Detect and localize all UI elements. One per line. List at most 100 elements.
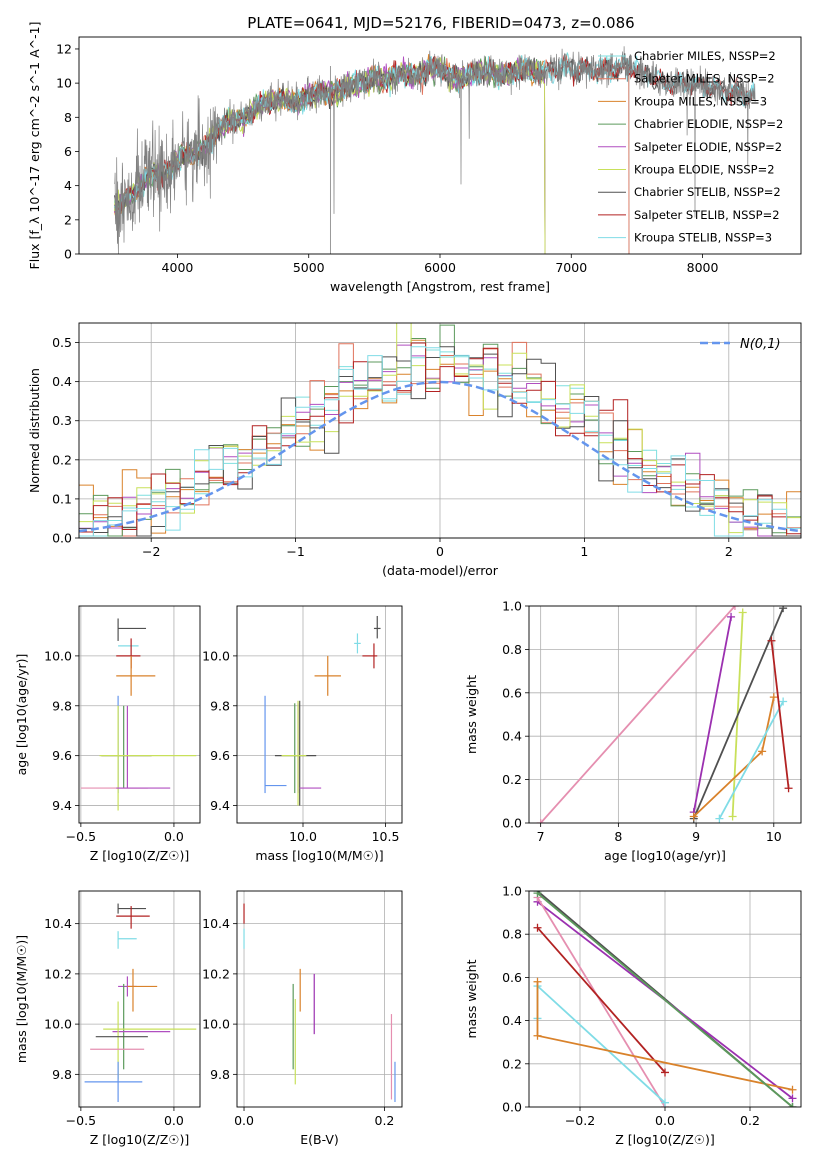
mass-vs-ebv-yticklabel-1: 10.0 [202, 1017, 230, 1032]
age-vs-mass-grid [237, 606, 402, 823]
residual-hist-yticklabel-5: 0.5 [52, 335, 72, 350]
weight-vs-z-xticklabel-0: −0.2 [565, 1113, 595, 1128]
weight-vs-age-marker-0-0 [536, 819, 545, 823]
residual-panel: −2 −1 0 1 2 0.0 0.1 0.2 0.3 0.4 0.5 (data-model)/er… [27, 322, 802, 578]
weight-vs-age-line-1 [692, 616, 732, 813]
weight-vs-z-line-3 [536, 927, 666, 1073]
age-vs-mass-point-3 [314, 655, 341, 696]
weight-vs-z-xticklabel-1: 0.0 [655, 1113, 675, 1128]
spectrum-title: PLATE=0641, MJD=52176, FIBERID=0473, z=0… [247, 14, 634, 32]
residual-hist-xticklabel-4: 2 [725, 544, 733, 559]
weight-vs-age-marker-4-1 [758, 747, 767, 756]
age-vs-mass-frame [236, 605, 403, 824]
mass-vs-z-point-0 [117, 903, 147, 914]
age-vs-z-yticklabel-1: 9.6 [52, 748, 72, 763]
age-vs-z-yticklabel-3: 10.0 [44, 648, 72, 663]
weight-vs-z-yticklabel-2: 0.4 [502, 1013, 522, 1028]
spectrum-xticklabel-0: 4000 [162, 260, 194, 275]
weight-vs-z-ylabel: mass weight [464, 959, 479, 1038]
legend-label-6: Chabrier STELIB, NSSP=2 [634, 185, 781, 199]
residual-hist-step-8 [79, 346, 801, 537]
spectrum-xticklabel-1: 5000 [293, 260, 325, 275]
weight-vs-z-xticklabel-2: 0.2 [740, 1113, 760, 1128]
mass-vs-ebv-plot-area [243, 903, 396, 1102]
weight-vs-age-marker-6-0 [767, 636, 776, 645]
weight-vs-z-marker-5-2 [788, 1085, 797, 1094]
age-vs-mass-point-0 [373, 615, 381, 639]
weight-vs-age-marker-0-1 [730, 606, 739, 610]
residual-hist-xticklabel-3: 1 [580, 544, 588, 559]
residual-hist-step-4 [79, 344, 801, 537]
residual-hist-xticklabel-1: −1 [286, 544, 304, 559]
age-vs-mass-yticklabel-3: 10.0 [202, 648, 230, 663]
spectrum-panel: 4000 5000 6000 7000 8000 0 2 4 6 8 10 12 wavelength … [27, 22, 802, 294]
legend-normal-label: N(0,1) [740, 337, 781, 352]
weight-vs-z-marker-3-1 [661, 1068, 669, 1077]
spectrum-yticklabel-3: 6 [64, 144, 72, 159]
age-vs-z-xlabel: Z [log10(Z/Z☉)] [90, 848, 190, 863]
age-vs-mass-yticklabel-1: 9.6 [210, 748, 230, 763]
data-spectrum-line [114, 46, 756, 254]
spectrum-ylabel: Flux [f_λ 10^-17 erg cm^-2 s^-1 A^-1] [27, 22, 42, 270]
age-vs-mass-yticklabel-2: 9.8 [210, 698, 230, 713]
legend-label-7: Salpeter STELIB, NSSP=2 [634, 208, 780, 222]
age-vs-z-ylabel: age [log10(age/yr)] [14, 654, 29, 776]
weight-vs-z-yticklabel-5: 1.0 [502, 884, 522, 899]
weight-vs-z-marker-4-2 [661, 1098, 669, 1107]
weight-vs-age-xticklabel-0: 7 [537, 829, 545, 844]
residual-hist-ylabel: Normed distribution [27, 368, 42, 493]
mass-vs-z-panel: −0.5 0.0 9.8 10.0 10.2 10.4 Z [log10(Z/Z☉)] mas… [14, 890, 201, 1147]
age-vs-z-frame [78, 605, 201, 824]
residual-hist-xticklabel-0: −2 [142, 544, 160, 559]
age-vs-mass-point-1 [354, 633, 361, 654]
mass-vs-z-grid [79, 891, 200, 1107]
mass-vs-ebv-grid [237, 891, 402, 1107]
weight-vs-z-yticklabel-3: 0.6 [502, 970, 522, 985]
mass-vs-z-point-4 [127, 968, 158, 1012]
mass-vs-ebv-yticklabel-3: 10.4 [202, 916, 230, 931]
mass-vs-z-ylabel: mass [log10(M/M☉)] [14, 935, 29, 1063]
spectrum-yticklabel-6: 12 [56, 41, 72, 56]
age-vs-z-grid [79, 606, 200, 823]
mass-vs-z-point-10 [84, 1061, 143, 1102]
mass-vs-z-yticklabel-0: 9.8 [52, 1067, 72, 1082]
age-vs-z-point-2 [116, 638, 141, 669]
weight-vs-age-plot-area [536, 606, 793, 823]
age-vs-mass-xlabel: mass [log10(M/M☉)] [255, 848, 383, 863]
mass-vs-ebv-xlabel: E(B-V) [300, 1132, 339, 1147]
weight-vs-age-yticklabel-3: 0.6 [502, 685, 522, 700]
weight-vs-age-line-6 [770, 640, 790, 789]
residual-plot-area [79, 323, 801, 537]
age-vs-mass-plot-area [264, 615, 381, 806]
mass-vs-ebv-frame [236, 890, 403, 1108]
mass-vs-z-xticklabel-0: −0.5 [66, 1113, 96, 1128]
weight-vs-age-ylabel: mass weight [464, 675, 479, 754]
weight-vs-z-marker-5-0 [533, 977, 542, 986]
weight-vs-z-line-6 [536, 892, 794, 1107]
age-vs-z-xticklabel-1: 0.0 [164, 829, 184, 844]
residual-hist-step-7 [79, 342, 801, 535]
age-vs-z-panel: −0.5 0.0 9.4 9.6 9.8 10.0 Z [log10(Z/Z☉)] age [… [14, 605, 201, 863]
residual-hist-yticklabel-1: 0.1 [52, 491, 72, 506]
age-vs-z-yticklabel-2: 9.8 [52, 698, 72, 713]
mass-vs-z-frame [78, 890, 201, 1108]
legend-label-1: Salpeter MILES, NSSP=2 [634, 72, 775, 86]
weight-vs-age-xticklabel-2: 9 [692, 829, 700, 844]
weight-vs-z-marker-1-1 [788, 1094, 797, 1103]
spectrum-yticklabel-4: 8 [64, 110, 72, 125]
weight-vs-age-xlabel: age [log10(age/yr)] [604, 848, 726, 863]
residual-hist-yticklabel-0: 0.0 [52, 531, 72, 546]
weight-vs-z-yticklabel-4: 0.8 [502, 927, 522, 942]
weight-vs-age-marker-4-0 [689, 812, 698, 821]
mass-vs-z-plot-area [84, 903, 197, 1102]
weight-vs-age-xticklabel-1: 8 [614, 829, 622, 844]
spectrum-yticklabel-5: 10 [56, 76, 72, 91]
age-vs-mass-point-2 [362, 643, 378, 669]
mass-vs-z-point-7 [103, 1001, 197, 1080]
weight-vs-age-marker-2-1 [738, 608, 747, 617]
weight-vs-age-marker-2-0 [728, 812, 737, 821]
spectrum-yticklabel-0: 0 [64, 247, 72, 262]
weight-vs-age-line-0 [540, 606, 736, 823]
weight-vs-z-marker-6-1 [788, 1103, 797, 1107]
